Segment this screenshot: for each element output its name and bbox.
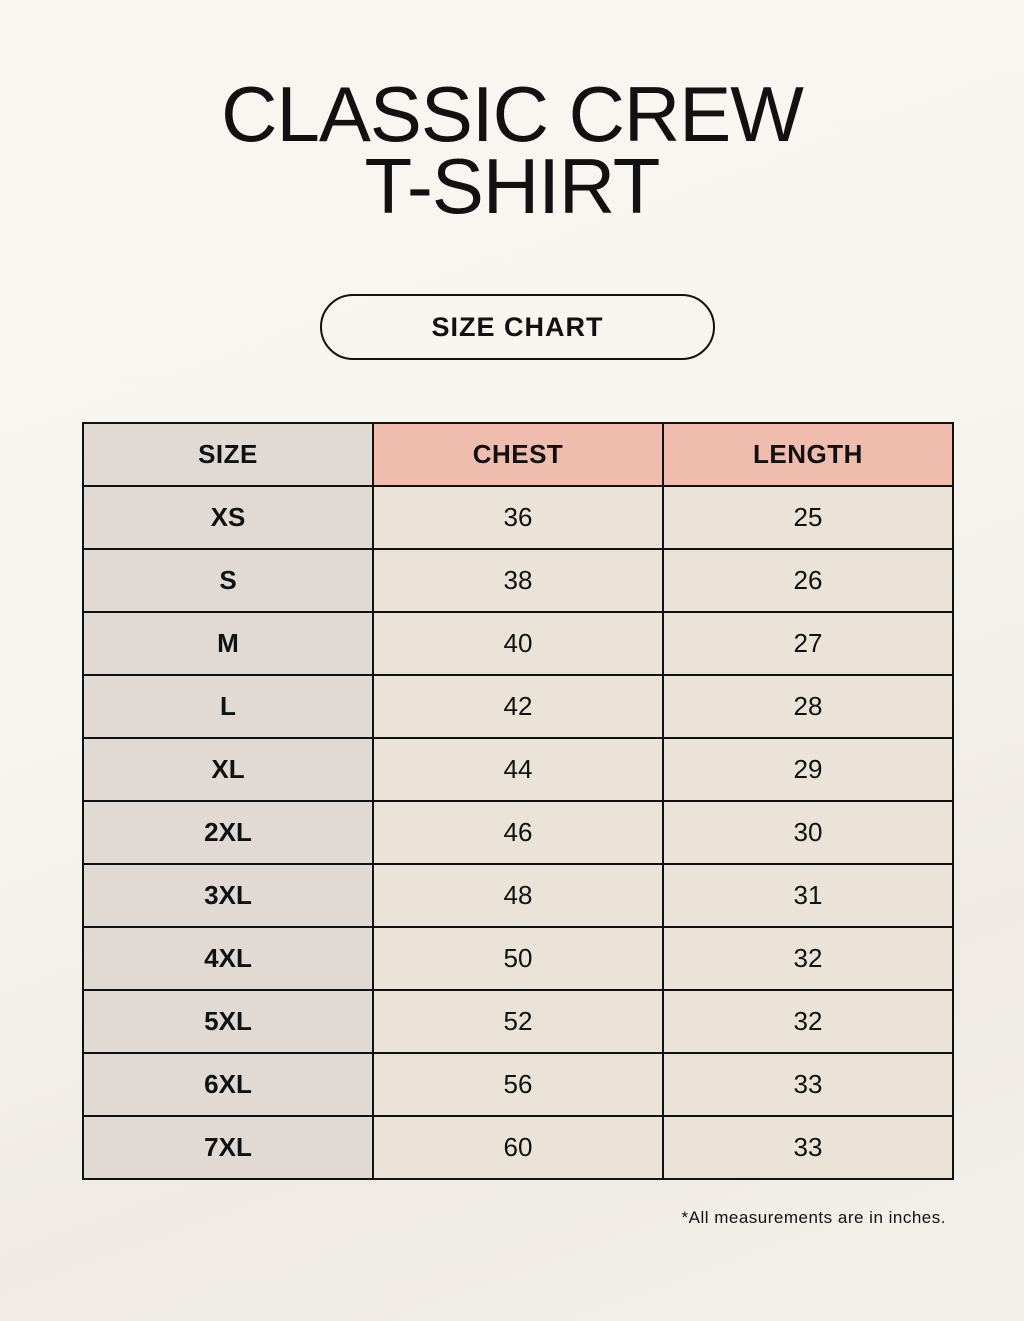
table-row: 3XL 48 31 <box>82 863 954 928</box>
title-line-2: T-SHIRT <box>364 142 661 230</box>
chest-cell: 50 <box>372 926 664 991</box>
size-table: SIZE CHEST LENGTH XS 36 25 S 38 26 M 40 27 L 42 28 XL 4… <box>82 422 954 1180</box>
chest-cell: 56 <box>372 1052 664 1117</box>
table-row: M 40 27 <box>82 611 954 676</box>
size-cell: 4XL <box>82 926 374 991</box>
length-cell: 33 <box>662 1052 954 1117</box>
column-header: LENGTH <box>662 422 954 487</box>
table-row: L 42 28 <box>82 674 954 739</box>
table-row: 7XL 60 33 <box>82 1115 954 1180</box>
chest-cell: 60 <box>372 1115 664 1180</box>
table-row: XS 36 25 <box>82 485 954 550</box>
chest-cell: 52 <box>372 989 664 1054</box>
chest-cell: 40 <box>372 611 664 676</box>
size-cell: 3XL <box>82 863 374 928</box>
length-cell: 32 <box>662 926 954 991</box>
length-cell: 33 <box>662 1115 954 1180</box>
size-chart-badge: SIZE CHART <box>320 294 715 360</box>
table-header-row: SIZE CHEST LENGTH <box>82 422 954 487</box>
page-title: CLASSIC CREW T-SHIRT <box>0 70 1024 230</box>
chest-cell: 38 <box>372 548 664 613</box>
chest-cell: 36 <box>372 485 664 550</box>
title-line-1: CLASSIC CREW <box>221 70 804 158</box>
table-row: 4XL 50 32 <box>82 926 954 991</box>
length-cell: 27 <box>662 611 954 676</box>
length-cell: 30 <box>662 800 954 865</box>
length-cell: 29 <box>662 737 954 802</box>
chest-cell: 44 <box>372 737 664 802</box>
measurement-note: *All measurements are in inches. <box>681 1208 946 1227</box>
size-cell: 6XL <box>82 1052 374 1117</box>
size-cell: 5XL <box>82 989 374 1054</box>
length-cell: 28 <box>662 674 954 739</box>
length-cell: 25 <box>662 485 954 550</box>
size-cell: 7XL <box>82 1115 374 1180</box>
table-row: XL 44 29 <box>82 737 954 802</box>
table-row: 5XL 52 32 <box>82 989 954 1054</box>
chest-cell: 42 <box>372 674 664 739</box>
chest-cell: 48 <box>372 863 664 928</box>
table-row: 2XL 46 30 <box>82 800 954 865</box>
size-cell: M <box>82 611 374 676</box>
size-cell: S <box>82 548 374 613</box>
table-row: S 38 26 <box>82 548 954 613</box>
size-cell: L <box>82 674 374 739</box>
length-cell: 32 <box>662 989 954 1054</box>
size-cell: XS <box>82 485 374 550</box>
length-cell: 31 <box>662 863 954 928</box>
size-cell: XL <box>82 737 374 802</box>
column-header: SIZE <box>82 422 374 487</box>
length-cell: 26 <box>662 548 954 613</box>
size-cell: 2XL <box>82 800 374 865</box>
table-row: 6XL 56 33 <box>82 1052 954 1117</box>
column-header: CHEST <box>372 422 664 487</box>
chest-cell: 46 <box>372 800 664 865</box>
